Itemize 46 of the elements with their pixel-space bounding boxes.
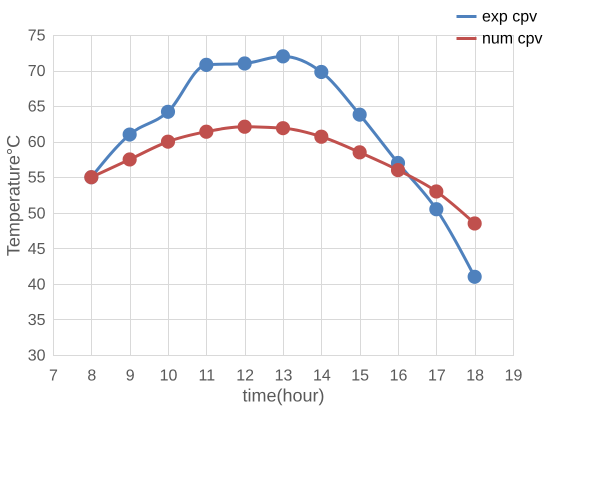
x-tick-label: 11 bbox=[198, 368, 216, 384]
y-tick-label: 60 bbox=[28, 134, 46, 152]
point bbox=[390, 163, 406, 178]
y-tick-label: 65 bbox=[28, 98, 46, 116]
point bbox=[352, 108, 367, 122]
y-tick-label: 50 bbox=[28, 205, 46, 222]
x-tick-label: 13 bbox=[274, 368, 292, 384]
legend-label: num cpv bbox=[482, 30, 542, 48]
x-tick-label: 9 bbox=[126, 368, 135, 384]
point bbox=[160, 134, 176, 149]
legend-label: exp cpv bbox=[482, 8, 538, 26]
x-tick-label: 15 bbox=[351, 368, 370, 384]
x-tick-label: 18 bbox=[466, 368, 484, 384]
point bbox=[429, 184, 444, 198]
point bbox=[199, 124, 214, 139]
point bbox=[352, 145, 367, 160]
x-tick-label: 16 bbox=[390, 368, 408, 384]
point bbox=[199, 58, 214, 72]
point bbox=[276, 121, 290, 136]
x-axis-title: time(hour) bbox=[242, 386, 325, 406]
x-tick-label: 8 bbox=[87, 368, 96, 384]
y-tick-label: 45 bbox=[28, 240, 46, 258]
point bbox=[160, 104, 176, 119]
y-tick-label: 55 bbox=[28, 170, 46, 187]
y-axis-title: Temperature°C bbox=[4, 134, 24, 256]
x-tick-label: 7 bbox=[49, 368, 58, 384]
point bbox=[468, 216, 482, 230]
y-tick-label: 75 bbox=[28, 28, 46, 44]
point bbox=[276, 49, 290, 64]
point bbox=[468, 270, 482, 284]
point bbox=[122, 128, 137, 142]
point bbox=[429, 202, 444, 216]
point bbox=[238, 120, 252, 134]
point bbox=[238, 56, 252, 70]
x-tick-label: 10 bbox=[160, 368, 178, 384]
x-tick-label: 17 bbox=[428, 368, 446, 384]
point bbox=[314, 130, 328, 144]
x-tick-label: 19 bbox=[504, 368, 522, 384]
y-tick-label: 30 bbox=[28, 348, 46, 364]
y-tick-label: 35 bbox=[28, 312, 46, 329]
point bbox=[122, 152, 137, 166]
y-tick-label: 40 bbox=[28, 276, 46, 294]
y-tick-label: 70 bbox=[28, 63, 46, 80]
x-tick-label: 14 bbox=[312, 368, 331, 384]
point bbox=[314, 64, 328, 80]
x-tick-label: 12 bbox=[236, 368, 254, 384]
